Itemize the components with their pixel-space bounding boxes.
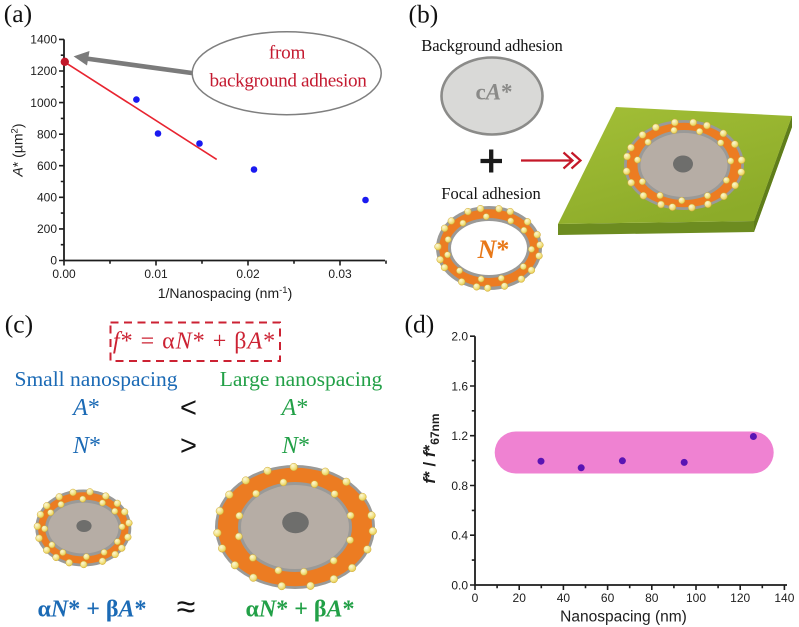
svg-text:N*: N* [281,433,310,459]
svg-text:400: 400 [37,191,57,205]
svg-text:20: 20 [513,591,527,605]
svg-text:0.0: 0.0 [451,578,468,592]
svg-text:800: 800 [37,127,57,141]
svg-text:0.4: 0.4 [451,529,468,543]
svg-text:cA*: cA* [475,80,512,105]
svg-text:0.8: 0.8 [451,479,468,493]
svg-text:0: 0 [472,591,479,605]
svg-text:(d): (d) [405,309,435,338]
svg-text:f* = αN* + βA*: f* = αN* + βA* [113,329,276,355]
svg-text:0.00: 0.00 [52,267,76,281]
svg-text:1400: 1400 [30,33,57,47]
svg-text:A*: A* [71,395,100,421]
svg-text:background adhesion: background adhesion [210,71,368,92]
svg-text:0: 0 [50,254,57,268]
svg-text:Background adhesion: Background adhesion [421,36,563,55]
svg-text:>: > [180,430,197,462]
svg-text:≈: ≈ [177,588,196,626]
svg-text:1200: 1200 [30,64,57,78]
svg-text:1/Nanospacing (nm-1): 1/Nanospacing (nm-1) [158,285,293,301]
svg-text:1.6: 1.6 [451,379,468,393]
svg-text:A* (µm2): A* (µm2) [10,123,26,177]
svg-text:0.01: 0.01 [144,267,168,281]
svg-text:Large nanospacing: Large nanospacing [220,367,383,391]
svg-text:N*: N* [477,235,510,264]
svg-text:<: < [180,392,197,424]
svg-text:600: 600 [37,159,57,173]
svg-text:120: 120 [730,591,750,605]
svg-text:60: 60 [601,591,615,605]
svg-text:200: 200 [37,222,57,236]
svg-text:0.03: 0.03 [328,267,352,281]
svg-text:100: 100 [686,591,706,605]
svg-text:Small nanospacing: Small nanospacing [14,367,177,391]
svg-text:from: from [269,43,306,64]
svg-text:(a): (a) [4,0,32,28]
svg-text:80: 80 [645,591,659,605]
svg-text:N*: N* [72,433,101,459]
svg-text:140: 140 [774,591,794,605]
svg-text:40: 40 [557,591,571,605]
svg-text:f* / f*67nm: f* / f*67nm [420,413,442,483]
svg-text:Nanospacing (nm): Nanospacing (nm) [560,609,687,626]
svg-text:2.0: 2.0 [451,330,468,344]
svg-text:αN* + βA*: αN* + βA* [37,597,146,623]
svg-text:1.2: 1.2 [451,429,468,443]
svg-text:A*: A* [280,395,309,421]
svg-text:Focal adhesion: Focal adhesion [441,184,540,203]
svg-text:(c): (c) [5,309,33,338]
svg-text:αN* + βA*: αN* + βA* [245,597,354,623]
svg-text:(b): (b) [409,0,439,28]
svg-text:1000: 1000 [30,96,57,110]
svg-text:0.02: 0.02 [236,267,260,281]
